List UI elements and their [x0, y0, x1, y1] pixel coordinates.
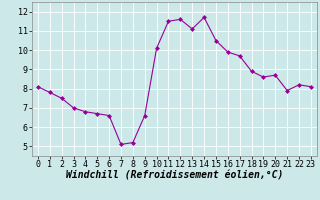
X-axis label: Windchill (Refroidissement éolien,°C): Windchill (Refroidissement éolien,°C)	[66, 171, 283, 181]
